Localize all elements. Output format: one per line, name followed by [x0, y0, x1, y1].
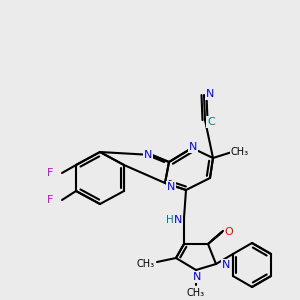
- Text: H: H: [166, 215, 174, 225]
- Text: N: N: [167, 182, 175, 192]
- Text: F: F: [47, 168, 53, 178]
- Text: N: N: [222, 260, 230, 270]
- Text: N: N: [174, 215, 182, 225]
- Text: CH₃: CH₃: [187, 288, 205, 298]
- Text: CH₃: CH₃: [231, 147, 249, 157]
- Text: F: F: [47, 195, 53, 205]
- Text: O: O: [225, 227, 233, 237]
- Text: N: N: [189, 142, 197, 152]
- Text: CH₃: CH₃: [137, 259, 155, 269]
- Text: C: C: [207, 117, 215, 127]
- Text: N: N: [206, 89, 214, 99]
- Text: N: N: [144, 150, 152, 160]
- Text: N: N: [193, 272, 201, 282]
